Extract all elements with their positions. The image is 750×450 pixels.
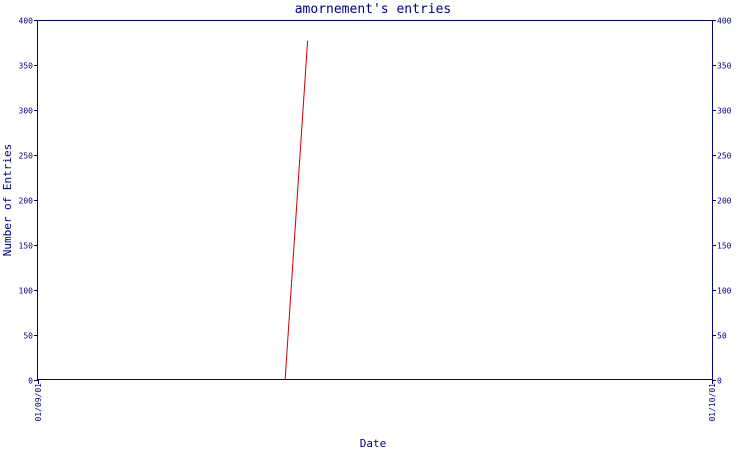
x-tick-label: 01/09/01 — [34, 383, 43, 422]
y-tick-label-right: 250 — [717, 152, 732, 161]
y-tick-label-right: 400 — [717, 17, 732, 26]
y-axis-right: 0 50 100 150 200 250 300 350 400 — [712, 17, 732, 386]
y-tick-label-left: 350 — [19, 62, 34, 71]
y-tick-label-right: 50 — [717, 332, 727, 341]
plot-frame — [37, 20, 713, 380]
y-tick-label-right: 0 — [717, 377, 722, 386]
y-tick-label-left: 0 — [28, 377, 33, 386]
y-axis-label: Number of Entries — [1, 144, 14, 257]
chart-title: amornement's entries — [295, 2, 452, 17]
x-axis-label: Date — [360, 437, 387, 450]
y-axis-left: 0 50 100 150 200 250 300 350 400 — [19, 17, 38, 386]
y-tick-label-left: 100 — [19, 287, 34, 296]
y-tick-label-left: 200 — [19, 197, 34, 206]
y-tick-label-right: 300 — [717, 107, 732, 116]
y-tick-label-right: 150 — [717, 242, 732, 251]
y-tick-label-left: 50 — [23, 332, 33, 341]
series-group — [284, 40, 309, 381]
y-tick-label-left: 400 — [19, 17, 34, 26]
y-tick-label-right: 350 — [717, 62, 732, 71]
x-axis: 01/09/01 01/10/01 — [34, 380, 717, 422]
y-tick-label-left: 300 — [19, 107, 34, 116]
y-tick-label-right: 200 — [717, 197, 732, 206]
y-tick-label-right: 100 — [717, 287, 732, 296]
y-tick-label-left: 150 — [19, 242, 34, 251]
series-line — [284, 40, 309, 381]
y-tick-label-left: 250 — [19, 152, 34, 161]
x-tick-label: 01/10/01 — [708, 383, 717, 422]
